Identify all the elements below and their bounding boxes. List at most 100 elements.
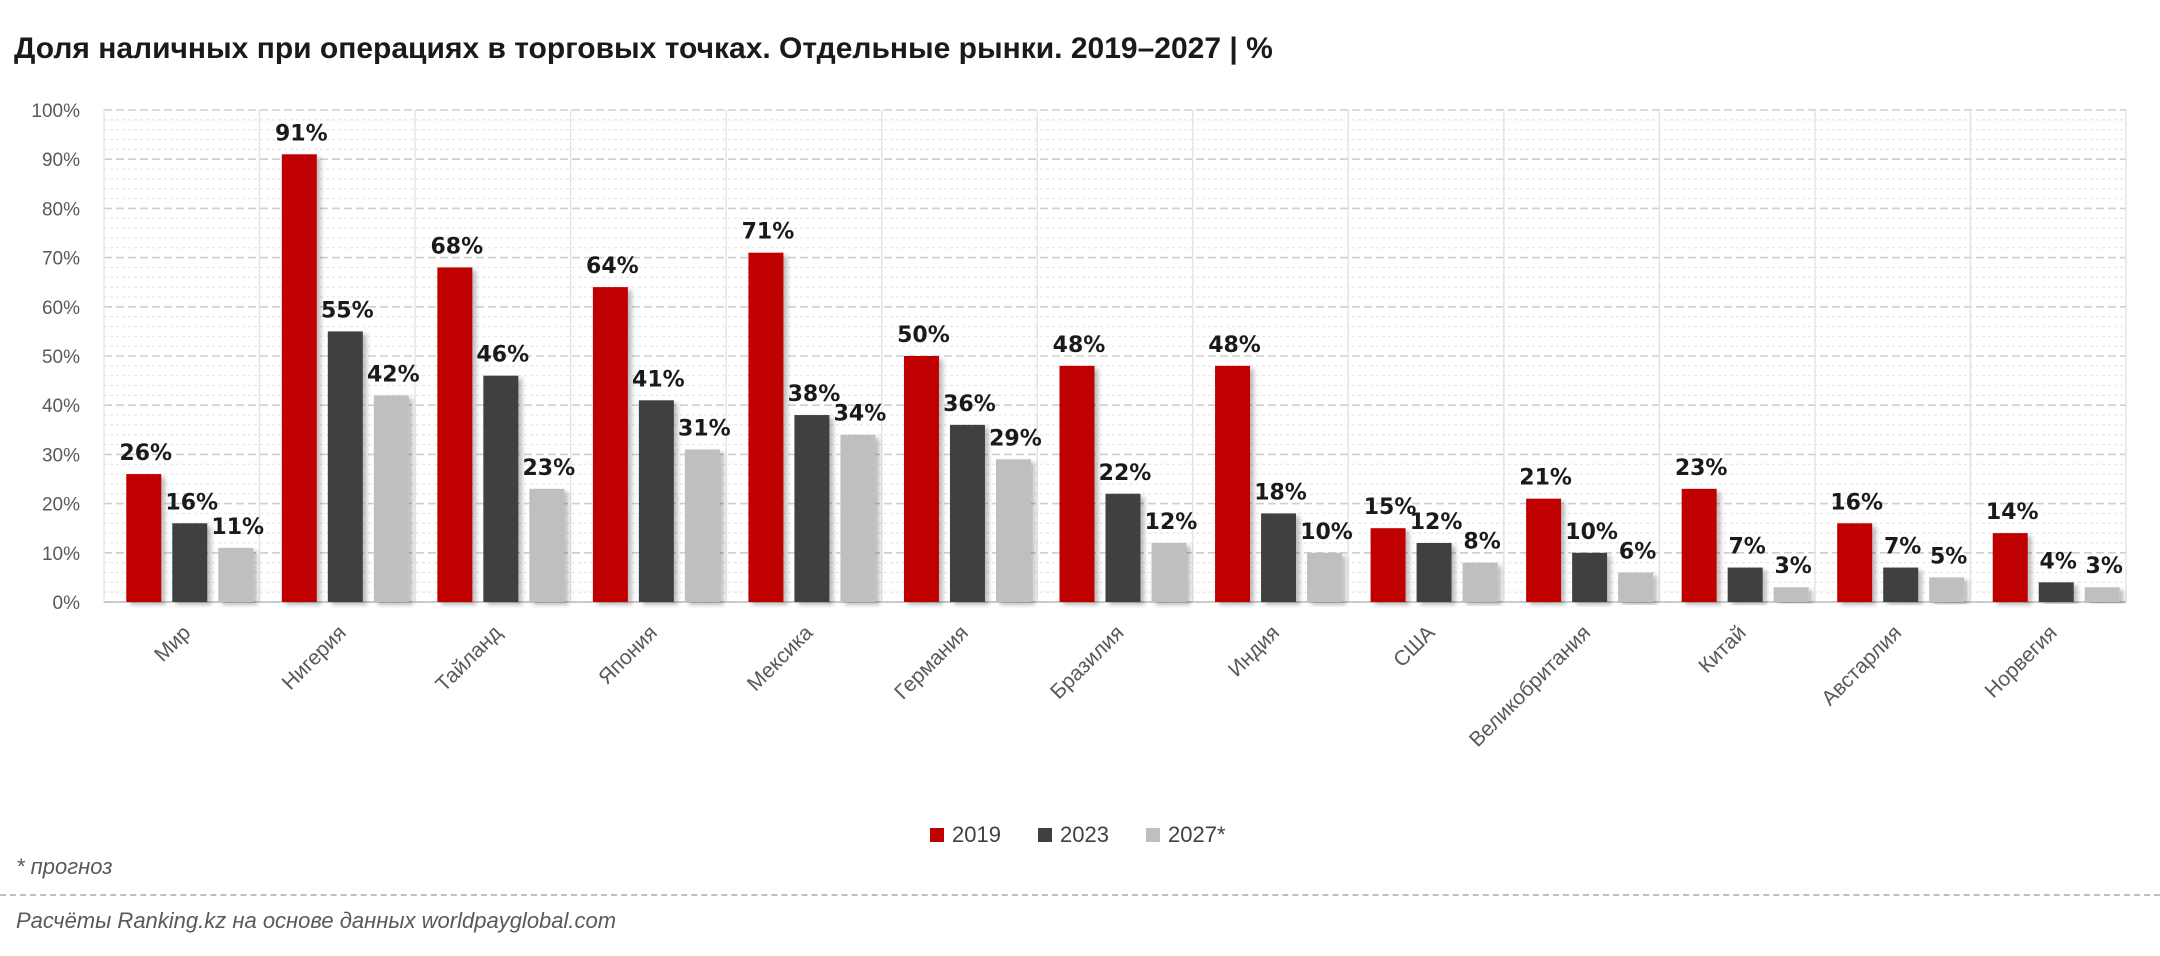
data-label: 31% [678,416,731,441]
data-label: 3% [1774,554,1811,579]
category-label: Германия [890,621,973,704]
data-label: 55% [321,298,374,323]
category-label: Тайланд [431,621,506,696]
bar-2019-3 [592,287,628,602]
bar-2023-2 [483,375,519,602]
data-label: 6% [1619,539,1656,564]
data-label: 3% [2086,554,2123,579]
legend-swatch [1146,828,1160,842]
data-label: 21% [1519,466,1572,491]
data-label: 11% [211,515,264,540]
y-axis-ticks: 0% 10% 20% 30% 40% 50% 60% 70% 80% 90% 100% [31,101,80,614]
bar-2023-3 [638,400,674,602]
forecast-footnote: * прогноз [16,854,113,879]
bar-2019-4 [748,252,784,602]
bar-2023-0 [172,523,208,602]
legend-swatch [930,828,944,842]
data-label: 68% [431,234,484,259]
bar-2027-9 [1618,572,1654,602]
bar-2027-7 [1307,552,1343,602]
data-label: 16% [165,490,218,515]
bar-2019-10 [1681,488,1717,602]
legend-label: 2019 [952,822,1001,847]
data-labels: 26%16%11%91%55%42%68%46%23%64%41%31%71%3… [119,121,2122,579]
bar-2023-5 [949,424,985,602]
bar-2019-5 [903,356,939,602]
bar-2019-7 [1215,365,1251,602]
y-tick-label: 40% [42,396,80,417]
data-label: 48% [1208,333,1261,358]
y-tick-label: 10% [42,544,80,565]
data-label: 38% [788,382,841,407]
data-label: 4% [2040,549,2077,574]
bar-2019-1 [281,154,317,602]
bar-2019-0 [126,474,162,602]
category-label: Нигерия [278,621,351,694]
data-label: 64% [586,254,639,279]
data-label: 7% [1728,535,1765,560]
legend-label: 2023 [1060,822,1109,847]
category-label: Австарлия [1817,621,1906,710]
bar-2023-9 [1572,552,1608,602]
data-label: 23% [523,456,576,481]
data-label: 16% [1830,490,1883,515]
x-axis-categories: Мир Нигерия Тайланд Япония Мексика Германия Бр… [150,621,2062,752]
bar-2027-11 [1929,577,1965,602]
bar-2027-12 [2084,587,2120,602]
data-label: 26% [119,441,172,466]
y-tick-label: 80% [42,199,80,220]
data-label: 5% [1930,544,1967,569]
data-label: 46% [477,343,530,368]
bar-2019-8 [1370,528,1406,602]
y-tick-label: 20% [42,495,80,516]
bar-2019-6 [1059,365,1095,602]
bar-2027-3 [684,449,720,602]
bar-2027-5 [995,459,1031,602]
data-label: 18% [1254,480,1307,505]
y-tick-label: 30% [42,445,80,466]
bar-2027-2 [529,488,565,602]
data-label: 10% [1565,520,1618,545]
category-label: Китай [1694,621,1750,677]
bar-2019-12 [1992,533,2028,602]
bar-2023-6 [1105,493,1141,602]
y-tick-label: 60% [42,298,80,319]
y-tick-label: 70% [42,249,80,270]
data-label: 8% [1463,530,1500,555]
category-label: Индия [1224,621,1284,681]
bars [126,154,2120,602]
data-label: 48% [1053,333,1106,358]
data-label: 22% [1099,461,1152,486]
legend-swatch [1038,828,1052,842]
data-label: 29% [989,426,1042,451]
data-label: 91% [275,121,328,146]
bar-2027-6 [1151,542,1187,602]
bar-2027-0 [218,547,254,602]
bar-2027-4 [840,434,876,602]
category-label: Мир [150,621,195,666]
bar-2023-12 [2038,582,2074,602]
data-label: 34% [834,402,887,427]
category-label: США [1389,621,1440,672]
category-label: Бразилия [1046,621,1128,703]
chart-title: Доля наличных при операциях в торговых т… [14,32,1273,65]
data-label: 15% [1364,495,1417,520]
category-label: Великобритания [1465,621,1595,751]
category-label: Мексика [743,621,818,696]
bar-2019-2 [437,267,473,602]
legend: 2019 2023 2027* [930,822,1226,847]
bar-2023-8 [1416,542,1452,602]
data-label: 14% [1986,500,2039,525]
y-tick-label: 0% [53,593,81,614]
data-label: 50% [897,323,950,348]
category-label: Норвегия [1981,621,2062,702]
bar-2019-11 [1837,523,1873,602]
data-label: 42% [367,362,420,387]
footer-divider [0,894,2160,896]
source-note: Расчёты Ranking.kz на основе данных worl… [16,908,617,933]
bar-2019-9 [1526,498,1562,602]
data-label: 10% [1300,520,1353,545]
data-label: 12% [1410,510,1463,535]
data-label: 23% [1675,456,1728,481]
